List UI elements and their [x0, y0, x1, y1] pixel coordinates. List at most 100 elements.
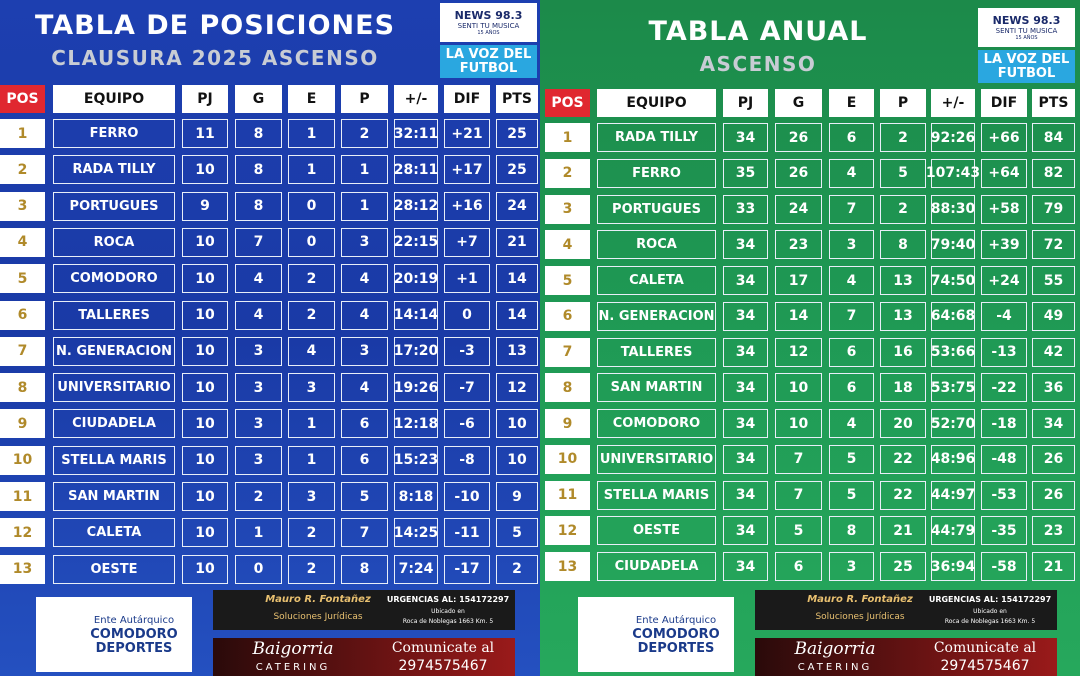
stat: 20: [880, 409, 926, 438]
stat: 4: [829, 409, 874, 438]
panel: TABLA ANUAL ASCENSO NEWS 98.3 SENTI TU MUSI…: [540, 0, 1080, 676]
stat: 7: [775, 444, 822, 474]
stat: 49: [1032, 301, 1075, 331]
position: 8: [545, 373, 590, 403]
column-header: POS: [545, 89, 590, 117]
stat: 5: [496, 518, 538, 548]
stat: 2: [341, 119, 388, 148]
stat: 16: [880, 337, 926, 367]
team: CALETA: [597, 266, 716, 295]
stat: 3: [341, 227, 388, 257]
stat: 4: [235, 300, 282, 330]
stat: 10: [182, 518, 228, 548]
position: 13: [0, 554, 45, 584]
stat: 2: [496, 554, 538, 584]
stat: 0: [235, 554, 282, 584]
stat: 21: [496, 227, 538, 257]
stat: 1: [288, 445, 335, 475]
stat: +24: [981, 266, 1027, 295]
position: 5: [0, 264, 45, 294]
stat: 2: [288, 300, 335, 330]
stat: 82: [1032, 158, 1075, 188]
position: 2: [545, 158, 590, 188]
stat: 7: [775, 480, 822, 510]
stat: 3: [235, 445, 282, 475]
stat: +7: [444, 227, 490, 257]
stat: 6: [829, 373, 874, 403]
ente-text: COMODORO: [90, 626, 178, 642]
stat: 9: [182, 191, 228, 221]
stat: 7:24: [394, 554, 438, 584]
stat: 10: [182, 373, 228, 403]
logo-text: 15 AÑOS: [477, 30, 500, 36]
stat: 64:68: [931, 301, 975, 331]
team: PORTUGUES: [53, 191, 175, 221]
column-header: PJ: [182, 85, 228, 113]
stat: +64: [981, 158, 1027, 188]
stat: 34: [723, 480, 768, 510]
stat: +66: [981, 123, 1027, 152]
stat: 6: [829, 123, 874, 152]
stat: 2: [288, 518, 335, 548]
ente-text: COMODORO: [632, 626, 720, 642]
subtitle: ASCENSO: [699, 52, 817, 76]
position: 6: [0, 300, 45, 330]
position: 3: [0, 191, 45, 221]
ente-text: Ente Autárquico: [93, 614, 175, 626]
stat: 34: [723, 516, 768, 546]
team: SAN MARTIN: [597, 373, 716, 403]
stat: 3: [288, 482, 335, 511]
catering-kind: CATERING: [797, 661, 873, 673]
stat: 8: [235, 191, 282, 221]
lawyer-name: Mauro R. Fontañez: [265, 593, 371, 605]
stat: 26: [775, 158, 822, 188]
stat: 14:14: [394, 300, 438, 330]
position: 1: [545, 123, 590, 152]
stat: 55: [1032, 266, 1075, 295]
stat: 4: [235, 264, 282, 294]
stat: 12: [496, 373, 538, 403]
stat: 8: [235, 155, 282, 185]
stat: 1: [341, 155, 388, 185]
stat: 4: [341, 264, 388, 294]
stat: 79:40: [931, 230, 975, 260]
team: OESTE: [53, 554, 175, 584]
stat: 24: [496, 191, 538, 221]
position: 10: [0, 445, 45, 475]
logo-text: SENTI TU MUSICA: [457, 22, 520, 30]
column-header: PJ: [723, 89, 768, 117]
stat: 48:96: [931, 444, 975, 474]
team: PORTUGUES: [597, 194, 716, 224]
stat: 8: [829, 516, 874, 546]
stat: 25: [496, 155, 538, 185]
stat: -58: [981, 552, 1027, 581]
stat: 3: [235, 373, 282, 403]
stat: 7: [341, 518, 388, 548]
lawyer-ad: Mauro R. Fontañez URGENCIAS AL: 154172297…: [213, 590, 515, 630]
stat: -8: [444, 445, 490, 475]
stat: 34: [723, 409, 768, 438]
stat: -7: [444, 373, 490, 403]
team: N. GENERACION: [597, 301, 716, 331]
team: OESTE: [597, 516, 716, 546]
position: 6: [545, 301, 590, 331]
column-header: E: [829, 89, 874, 117]
stat: 34: [723, 444, 768, 474]
stat: 34: [1032, 409, 1075, 438]
stat: 44:79: [931, 516, 975, 546]
stat: -11: [444, 518, 490, 548]
stat: 0: [288, 191, 335, 221]
column-header: POS: [0, 85, 45, 113]
lawyer-phone: URGENCIAS AL: 154172297: [928, 594, 1052, 604]
ente-text: Ente Autárquico: [635, 614, 717, 626]
position: 9: [0, 409, 45, 439]
team: FERRO: [53, 119, 175, 148]
stat: 26: [1032, 444, 1075, 474]
stat: 3: [829, 230, 874, 260]
stat: 18: [880, 373, 926, 403]
position: 2: [0, 155, 45, 185]
logo-text: SENTI TU MUSICA: [995, 27, 1058, 35]
stat: 5: [775, 516, 822, 546]
catering-name: Baigorria: [252, 639, 334, 659]
position: 13: [545, 552, 590, 581]
